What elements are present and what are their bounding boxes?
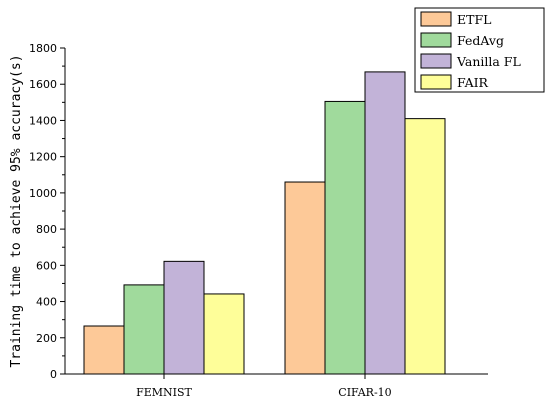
bar-fair-femnist	[203, 293, 245, 375]
legend-swatch-fair	[420, 74, 452, 90]
y-tick-label: 1400	[29, 114, 57, 127]
y-tick-label: 800	[36, 223, 57, 236]
bar-etfl-femnist	[83, 325, 125, 375]
legend-swatch-vanilla-fl	[420, 53, 452, 69]
bar-fair-cifar-10	[404, 118, 446, 375]
bar-fedavg-cifar-10	[324, 100, 366, 375]
x-tick-label-cifar-10: CIFAR-10	[338, 386, 391, 399]
bar-fedavg-femnist	[123, 284, 165, 375]
y-tick-label: 200	[36, 332, 57, 345]
y-tick-label: 1600	[29, 78, 57, 91]
y-tick-label: 1000	[29, 187, 57, 200]
bar-vanilla-fl-cifar-10	[364, 71, 406, 375]
y-tick-label: 600	[36, 259, 57, 272]
x-ticks-group: FEMNIST CIFAR-10	[136, 374, 392, 399]
y-ticks-group: 0 200 400 600 800 1000 1200 1400 1600 1800	[29, 42, 65, 381]
y-tick-label: 0	[50, 368, 57, 381]
bar-etfl-cifar-10	[284, 181, 326, 375]
legend-swatch-fedavg	[420, 32, 452, 48]
y-tick-label: 1200	[29, 151, 57, 164]
legend-label-fair: FAIR	[457, 75, 489, 90]
legend: ETFL FedAvg Vanilla FL FAIR	[414, 7, 545, 93]
legend-label-etfl: ETFL	[457, 12, 491, 27]
x-tick-label-femnist: FEMNIST	[136, 386, 192, 399]
legend-swatch-etfl	[420, 11, 452, 27]
bar-vanilla-fl-femnist	[163, 260, 205, 375]
legend-label-fedavg: FedAvg	[457, 33, 504, 48]
bars-group	[83, 71, 446, 375]
y-axis-title: Training time to achieve 95% accuracy(s)	[9, 54, 24, 367]
y-tick-label: 400	[36, 296, 57, 309]
y-tick-label: 1800	[29, 42, 57, 55]
legend-label-vanilla-fl: Vanilla FL	[456, 54, 521, 69]
